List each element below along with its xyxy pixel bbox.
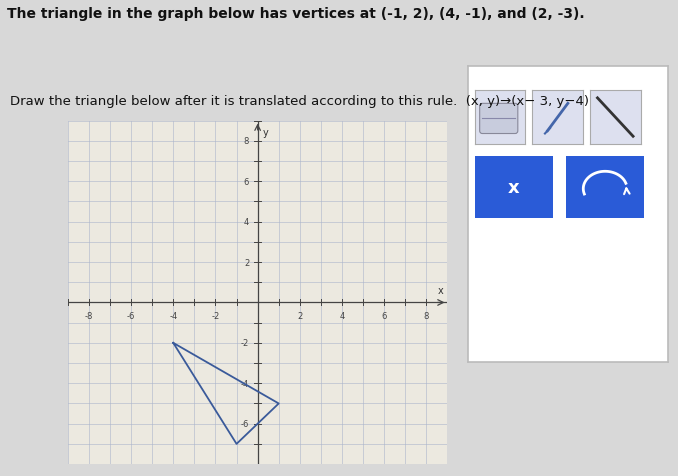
Text: -2: -2 (212, 311, 220, 320)
Text: 6: 6 (382, 311, 387, 320)
Text: -8: -8 (85, 311, 93, 320)
Text: Draw the triangle below after it is translated according to this rule.  (x, y)→(: Draw the triangle below after it is tran… (10, 95, 589, 108)
Text: x: x (437, 286, 443, 296)
Text: 8: 8 (424, 311, 429, 320)
Text: -2: -2 (241, 338, 250, 347)
FancyBboxPatch shape (479, 104, 518, 134)
Text: x: x (508, 179, 519, 197)
Text: -4: -4 (241, 379, 250, 388)
Text: 6: 6 (244, 178, 250, 186)
Text: -6: -6 (241, 419, 250, 428)
Text: 8: 8 (244, 137, 250, 146)
Text: y: y (263, 128, 268, 138)
Text: 2: 2 (244, 258, 250, 267)
Text: -6: -6 (127, 311, 136, 320)
Text: 2: 2 (297, 311, 302, 320)
Text: -4: -4 (169, 311, 178, 320)
Text: 4: 4 (244, 218, 250, 227)
Text: The triangle in the graph below has vertices at (-1, 2), (4, -1), and (2, -3).: The triangle in the graph below has vert… (7, 7, 584, 21)
Text: 4: 4 (340, 311, 344, 320)
